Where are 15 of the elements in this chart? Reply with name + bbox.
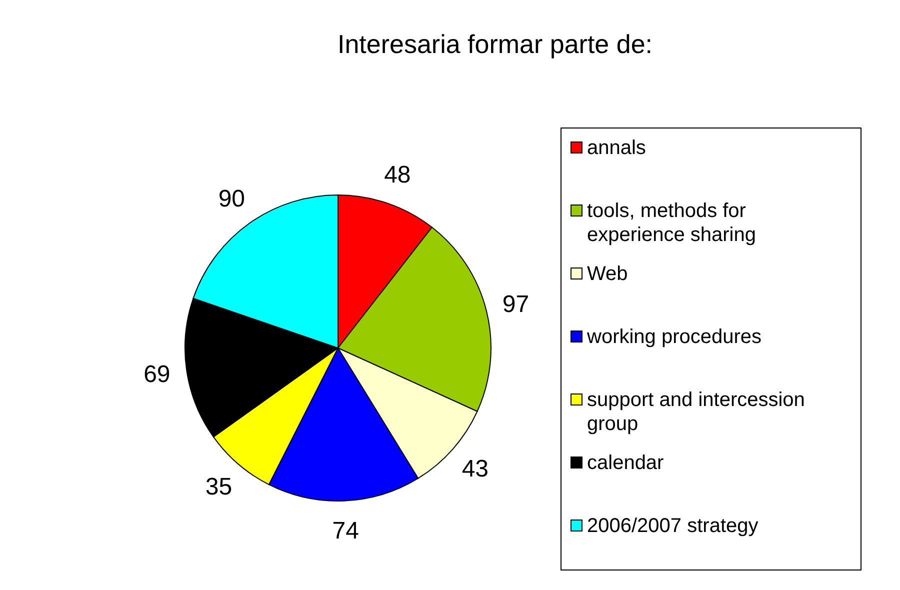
- data-label: 97: [502, 290, 530, 318]
- legend-label: 2006/2007 strategy: [587, 515, 758, 537]
- data-label: 69: [144, 360, 170, 388]
- chart-title: Interesaria formar parte de:: [337, 29, 653, 59]
- legend-label: tools, methods for experience sharing: [587, 200, 756, 246]
- legend-label: working procedures: [586, 326, 762, 348]
- data-label: 43: [462, 456, 489, 483]
- data-label: 48: [384, 161, 411, 188]
- legend-label: annals: [587, 137, 646, 159]
- data-label: 74: [332, 517, 359, 544]
- legend-label: Web: [587, 263, 628, 285]
- legend-label: calendar: [587, 452, 664, 474]
- data-label: 35: [205, 473, 232, 500]
- legend-label: support and intercession group: [587, 389, 805, 435]
- data-label: 90: [218, 186, 246, 213]
